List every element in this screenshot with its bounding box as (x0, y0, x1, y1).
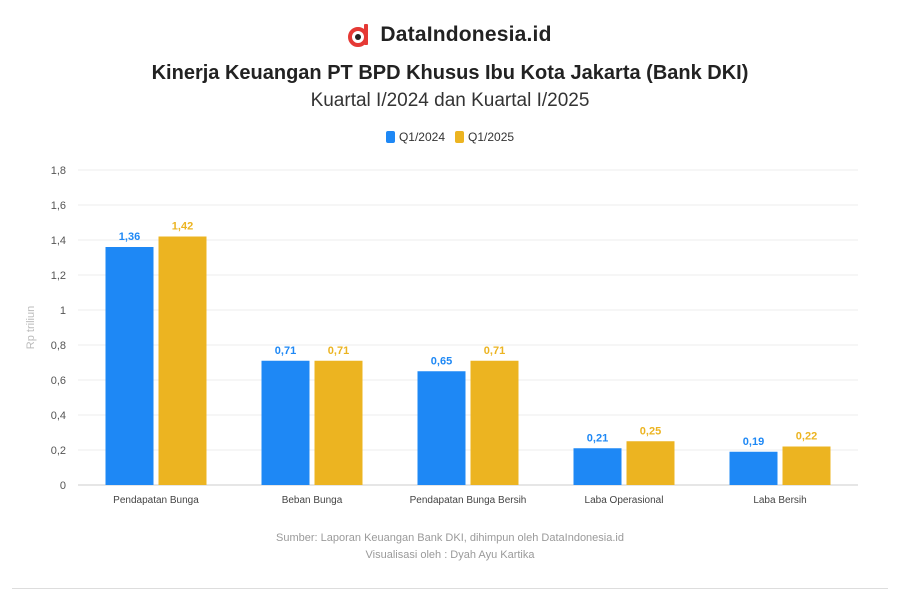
brand-logo-icon (348, 24, 369, 47)
x-tick-label: Pendapatan Bunga Bersih (410, 495, 527, 506)
y-tick-label: 0,8 (51, 340, 66, 352)
bar (158, 236, 207, 485)
chart-footer: Sumber: Laporan Keuangan Bank DKI, dihim… (0, 530, 900, 564)
bar (417, 371, 466, 485)
credit-note: Visualisasi oleh : Dyah Ayu Kartika (365, 549, 535, 561)
brand-name: DataIndonesia.id (380, 23, 552, 46)
legend-item-q1-2025[interactable]: Q1/2025 (455, 130, 514, 144)
bar-value-label: 0,19 (743, 436, 764, 448)
bar-value-label: 0,65 (431, 355, 452, 367)
x-tick-label: Beban Bunga (282, 495, 343, 506)
bar (105, 247, 154, 485)
y-tick-label: 1,4 (51, 235, 66, 247)
bar (782, 446, 831, 485)
chart-subtitle: Kuartal I/2024 dan Kuartal I/2025 (310, 90, 590, 111)
chart-legend: Q1/2024 Q1/2025 (0, 130, 900, 144)
legend-swatch-q1-2025 (455, 131, 464, 143)
bar (470, 360, 519, 485)
bar-value-label: 0,71 (484, 345, 505, 357)
bar-value-label: 0,71 (328, 345, 349, 357)
y-tick-label: 1 (60, 305, 66, 317)
legend-label-q1-2024: Q1/2024 (398, 130, 445, 144)
source-note: Sumber: Laporan Keuangan Bank DKI, dihim… (276, 532, 624, 544)
legend-label-q1-2025: Q1/2025 (468, 130, 515, 144)
x-tick-label: Pendapatan Bunga (113, 495, 199, 506)
bar (314, 360, 363, 485)
chart-title: Kinerja Keuangan PT BPD Khusus Ibu Kota … (151, 62, 749, 84)
brand-header: DataIndonesia.id (0, 22, 900, 48)
bottom-divider (12, 588, 888, 589)
legend-item-q1-2024[interactable]: Q1/2024 (385, 130, 445, 144)
y-tick-label: 0,6 (51, 375, 66, 387)
legend-swatch-q1-2024 (385, 131, 395, 143)
bar (261, 360, 310, 485)
bar (729, 451, 778, 485)
x-tick-label: Laba Bersih (753, 495, 806, 506)
y-tick-label: 0,2 (51, 445, 66, 457)
y-axis-label: Rp triliun (25, 306, 37, 349)
bar-value-label: 0,21 (587, 432, 608, 444)
y-tick-label: 0 (60, 480, 66, 492)
bar-value-label: 0,22 (796, 431, 817, 443)
bar (573, 448, 622, 485)
y-tick-label: 0,4 (51, 410, 66, 422)
y-tick-label: 1,2 (51, 270, 66, 282)
bar (626, 441, 675, 485)
bar-value-label: 1,36 (119, 231, 140, 243)
y-tick-label: 1,8 (51, 165, 66, 177)
bar-value-label: 1,42 (172, 221, 193, 233)
x-tick-label: Laba Operasional (585, 495, 664, 506)
bar-value-label: 0,71 (275, 345, 296, 357)
y-tick-label: 1,6 (51, 200, 66, 212)
bar-value-label: 0,25 (640, 425, 661, 437)
